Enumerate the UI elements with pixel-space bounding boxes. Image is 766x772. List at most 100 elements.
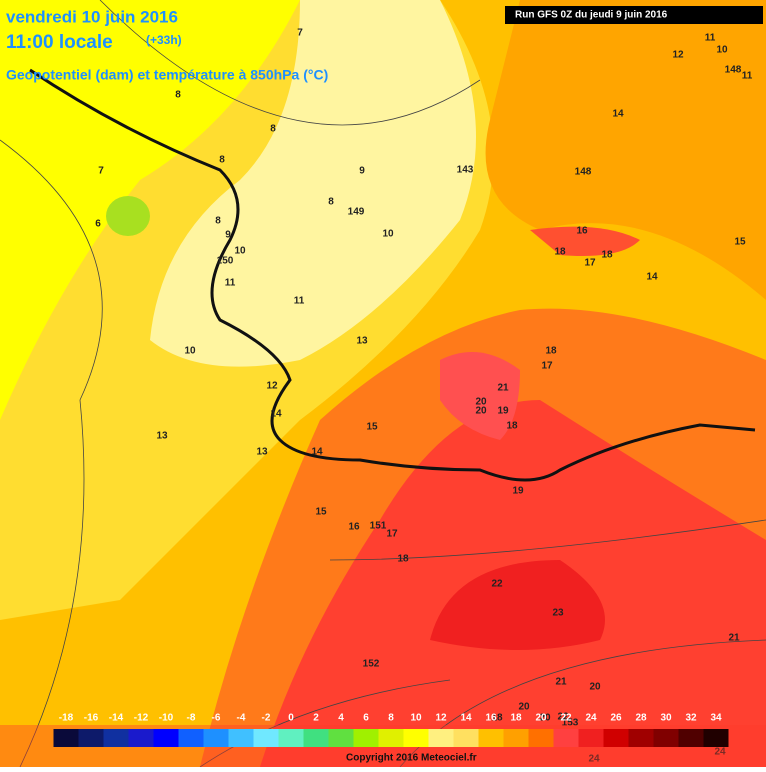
colorbar-swatch <box>703 729 729 747</box>
zone <box>0 0 300 420</box>
colorbar-label: 18 <box>510 713 522 724</box>
map-label: 148 <box>725 65 742 76</box>
map-label: 8 <box>328 197 334 208</box>
map-label: 150 <box>217 256 234 267</box>
colorbar-label: 2 <box>313 713 319 724</box>
run-label: Run GFS 0Z du jeudi 9 juin 2016 <box>515 10 668 21</box>
map-label: 16 <box>348 522 360 533</box>
map-label: 152 <box>363 659 380 670</box>
map-label: 18 <box>397 554 409 565</box>
map-label: 20 <box>475 406 487 417</box>
colorbar-swatch <box>78 729 104 747</box>
map-label: 24 <box>714 747 726 758</box>
colorbar-label: -8 <box>187 713 196 724</box>
map-label: 16 <box>576 226 588 237</box>
colorbar-label: 24 <box>585 713 597 724</box>
map-label: 20 <box>475 397 487 408</box>
colorbar-swatch <box>553 729 579 747</box>
colorbar-swatch <box>53 729 79 747</box>
colorbar-swatch <box>603 729 629 747</box>
colorbar-label: 22 <box>560 713 572 724</box>
colorbar-swatch <box>278 729 304 747</box>
map-label: 19 <box>512 486 524 497</box>
colorbar-label: 28 <box>635 713 647 724</box>
colorbar-label: 32 <box>685 713 697 724</box>
map-label: 6 <box>95 219 101 230</box>
map-label: 22 <box>491 579 503 590</box>
map-label: 10 <box>382 229 394 240</box>
colorbar-swatch <box>353 729 379 747</box>
map-label: 10 <box>234 246 246 257</box>
colorbar-swatch <box>303 729 329 747</box>
map-label: 20 <box>589 682 601 693</box>
map-label: 12 <box>266 381 278 392</box>
date: vendredi 10 juin 2016 <box>6 7 178 26</box>
map-label: 8 <box>215 216 221 227</box>
colorbar-label: -6 <box>212 713 221 724</box>
map-label: 17 <box>386 529 398 540</box>
map-label: 18 <box>554 247 566 258</box>
map-label: 15 <box>366 422 378 433</box>
map-label: 19 <box>497 406 509 417</box>
colorbar-label: 34 <box>710 713 722 724</box>
map-label: 149 <box>348 207 365 218</box>
map-label: 14 <box>311 447 323 458</box>
map-label: 15 <box>734 237 746 248</box>
colorbar-label: 30 <box>660 713 672 724</box>
map-label: 21 <box>555 677 567 688</box>
colorbar-swatch <box>103 729 129 747</box>
colorbar-swatch <box>628 729 654 747</box>
map-label: 21 <box>728 633 740 644</box>
colorbar-swatch <box>178 729 204 747</box>
colorbar-swatch <box>453 729 479 747</box>
colorbar-label: 8 <box>388 713 394 724</box>
zone <box>106 196 150 236</box>
colorbar-swatch <box>678 729 704 747</box>
colorbar: -18 -16 -14 -12 -10 -8 -6 -4 -2 0 2 4 6 8 10 12 14 16 18 20… <box>53 713 729 747</box>
colorbar-label: 4 <box>338 713 344 724</box>
colorbar-label: 14 <box>460 713 472 724</box>
map-label: 7 <box>98 166 104 177</box>
map-label: 14 <box>612 109 624 120</box>
colorbar-swatch <box>378 729 404 747</box>
colorbar-label: 12 <box>435 713 447 724</box>
zone <box>530 226 640 256</box>
colorbar-swatch <box>578 729 604 747</box>
map-label: 8 <box>270 124 276 135</box>
colorbar-label: -16 <box>84 713 99 724</box>
map-label: 10 <box>716 45 728 56</box>
colorbar-swatch <box>153 729 179 747</box>
map-label: 11 <box>225 278 236 289</box>
colorbar-label: 6 <box>363 713 369 724</box>
colorbar-label: 16 <box>485 713 497 724</box>
colorbar-label: 10 <box>410 713 422 724</box>
colorbar-label: -2 <box>262 713 271 724</box>
colorbar-swatch <box>503 729 529 747</box>
colorbar-swatch <box>128 729 154 747</box>
map-label: 14 <box>270 409 282 420</box>
map-label: 143 <box>457 165 474 176</box>
map-label: 153 <box>562 718 579 729</box>
colorbar-swatch <box>203 729 229 747</box>
colorbar-label: 20 <box>535 713 547 724</box>
map-label: 18 <box>506 421 518 432</box>
map-label: 151 <box>370 521 387 532</box>
map-label: 17 <box>584 258 596 269</box>
colorbar-swatch <box>428 729 454 747</box>
colorbar-label: -10 <box>159 713 174 724</box>
colorbar-label: 0 <box>288 713 294 724</box>
zone <box>440 352 520 440</box>
colorbar-swatch <box>253 729 279 747</box>
map-label: 10 <box>184 346 196 357</box>
colorbar-swatch <box>478 729 504 747</box>
map-label: 148 <box>575 167 592 178</box>
map-label: 8 <box>175 90 181 101</box>
map-label: 13 <box>356 336 368 347</box>
map-label: 22 <box>557 712 569 723</box>
colorbar-swatch <box>528 729 554 747</box>
colorbar-label: -14 <box>109 713 124 724</box>
map-label: 14 <box>646 272 658 283</box>
map-label: 20 <box>518 702 530 713</box>
map-label: 9 <box>225 230 231 241</box>
